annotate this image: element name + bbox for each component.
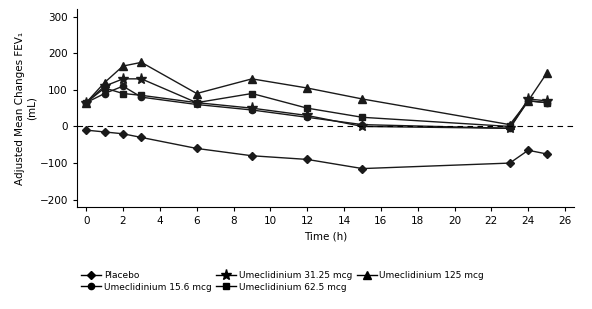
Legend: Placebo, Umeclidinium 15.6 mcg, Umeclidinium 31.25 mcg, Umeclidinium 62.5 mcg, U: Placebo, Umeclidinium 15.6 mcg, Umeclidi… bbox=[82, 271, 484, 292]
Y-axis label: Adjusted Mean Changes FEV₁
(mL): Adjusted Mean Changes FEV₁ (mL) bbox=[15, 32, 37, 185]
X-axis label: Time (h): Time (h) bbox=[304, 232, 348, 242]
